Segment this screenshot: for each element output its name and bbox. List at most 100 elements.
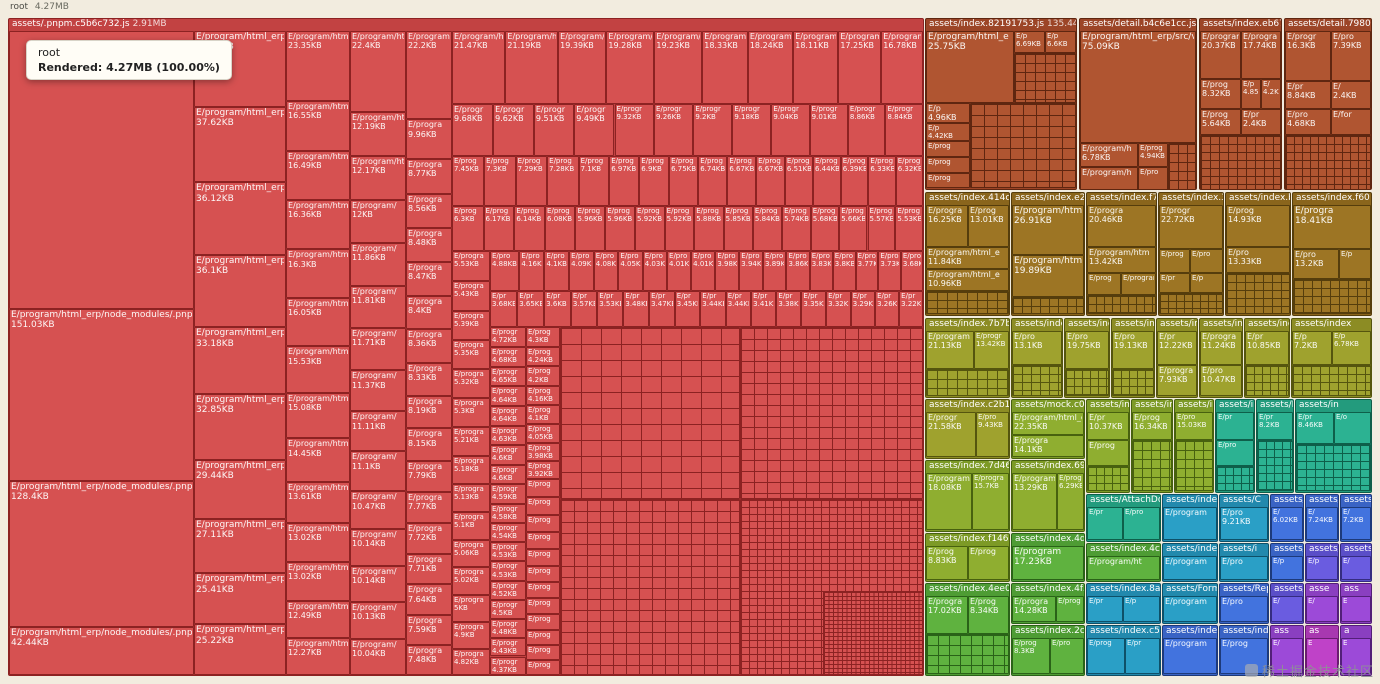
treemap-cell[interactable]: E/progr 9.01KB <box>809 104 848 156</box>
treemap-cell[interactable]: E/progra 8.4KB <box>406 295 452 330</box>
treemap-group[interactable]: assets/index E/p 7.2KB E/p 6.78KB <box>1291 318 1372 398</box>
treemap-cell[interactable]: E <box>1341 596 1371 622</box>
treemap-cells-dense[interactable] <box>1087 295 1156 314</box>
treemap-cell[interactable]: E/pr3.38KB <box>776 291 802 327</box>
treemap-group[interactable]: assets/index.f60 E/progra 18.41KB E/pro 13.2… <box>1292 192 1372 316</box>
treemap-cell[interactable]: E/prog 8.34KB <box>968 596 1009 634</box>
treemap-cell[interactable]: E/program/html_e 10.96KB <box>926 269 1009 291</box>
treemap-cell[interactable]: E/pr 10.85KB <box>1245 331 1289 365</box>
treemap-cell[interactable]: E/progr 4.64KB <box>490 386 526 407</box>
treemap-cell[interactable]: E/program/10.13KB <box>350 602 406 639</box>
treemap-cell[interactable]: E/program/html_erp/nod37.62KB <box>194 106 286 183</box>
treemap-cell[interactable]: E/p4.85KB <box>1241 79 1261 109</box>
treemap-cell[interactable]: E/program <box>1163 638 1217 674</box>
treemap-cell[interactable]: E/prog <box>1159 249 1190 273</box>
treemap-cell[interactable]: E/pro 19.13KB <box>1112 331 1154 369</box>
treemap-cell[interactable]: E/program/html_erp/src/vi 75.09KB <box>1080 31 1196 143</box>
treemap-cell[interactable]: E/program/html 16.3KB <box>286 249 350 299</box>
treemap-cell[interactable]: E/prog <box>926 173 970 188</box>
treemap-cell[interactable]: E/o <box>1334 412 1371 444</box>
treemap-cell[interactable]: E/program/h19.23KB <box>654 31 703 104</box>
treemap-cell[interactable]: E/pro 9.21KB <box>1220 507 1268 540</box>
treemap-cell[interactable]: E/prog <box>526 614 560 630</box>
treemap-cell[interactable]: E/progra 7.93KB <box>1157 365 1197 396</box>
treemap-cells-dense[interactable] <box>1014 53 1076 103</box>
treemap-cell[interactable]: E/pr <box>1216 412 1254 440</box>
treemap-cell[interactable]: E/pr3.44KB <box>700 291 726 327</box>
treemap-cell[interactable]: E/progr 4.6KB <box>490 445 526 465</box>
treemap-cell[interactable]: E/prog 5.92KB <box>635 206 665 251</box>
treemap-cell[interactable]: E/pro <box>1220 596 1268 622</box>
treemap-cell[interactable]: E/pro 13.1KB <box>1012 331 1062 365</box>
treemap-cell[interactable]: E/program <box>1121 273 1156 295</box>
treemap-cell[interactable]: E/prog <box>1056 596 1084 622</box>
treemap-cell[interactable]: E/progra 5.13KB <box>452 483 490 512</box>
treemap-cell[interactable]: E/prog 6.17KB <box>483 206 515 251</box>
treemap-cell[interactable]: E/prog 6.67KB <box>756 156 785 206</box>
treemap-cell[interactable]: E/program/html 15.08KB <box>286 393 350 439</box>
treemap-cell[interactable]: E/pr3.45KB <box>674 291 701 327</box>
treemap-cell[interactable]: E/pr3.47KB <box>649 291 675 327</box>
treemap-cells-dense[interactable] <box>1168 143 1196 189</box>
treemap-cells-dense[interactable] <box>1132 440 1172 491</box>
treemap-cell[interactable]: E/progr 9.68KB <box>452 104 494 156</box>
treemap-cell[interactable]: E/prog 5.96KB <box>605 206 636 251</box>
treemap-cell[interactable]: E/progra 5.1KB <box>452 511 490 540</box>
treemap-cell[interactable]: E/progr 4.72KB <box>490 327 526 347</box>
treemap-group[interactable]: assets/i E/pro <box>1219 543 1269 582</box>
treemap-cell[interactable]: E/pr3.35KB <box>801 291 827 327</box>
treemap-cell[interactable]: E/progra 8.48KB <box>406 228 452 263</box>
treemap-cell[interactable]: E/pro 13.33KB <box>1226 247 1290 273</box>
treemap-cell[interactable]: E/progra 8.33KB <box>406 362 452 396</box>
treemap-cell[interactable]: E/program/html 16.05KB <box>286 298 350 347</box>
treemap-cell[interactable]: E/prog 5.57KB <box>867 206 896 251</box>
treemap-cell[interactable]: E/prog 4.3KB <box>526 327 560 347</box>
treemap-cell[interactable]: E/prog 6.08KB <box>545 206 576 251</box>
treemap-cell[interactable]: E/program/h18.24KB <box>747 31 794 104</box>
treemap-cell[interactable]: E/program 17.23KB <box>1012 546 1084 580</box>
treemap-cell[interactable]: E/program/html_erp/nod36.12KB <box>194 182 286 255</box>
treemap-cell[interactable]: E/pro 9.43KB <box>976 412 1009 457</box>
treemap-cell[interactable]: E/prog 6.97KB <box>609 156 640 206</box>
treemap-cell[interactable]: E/prog 6.14KB <box>514 206 546 251</box>
treemap-cell[interactable]: E/progr 13.42KB <box>974 331 1009 369</box>
treemap-cell[interactable]: E/pro <box>1123 507 1160 540</box>
treemap-cell[interactable]: E/program/h 21.19KB <box>505 31 559 104</box>
treemap-cell[interactable]: E/program <box>1163 596 1217 622</box>
treemap-group[interactable]: assets/E/p <box>1270 543 1304 582</box>
treemap-cell[interactable]: E/prog 5.84KB <box>752 206 783 251</box>
treemap-cells-dense[interactable] <box>926 291 1009 314</box>
treemap-cells-dense[interactable] <box>1112 369 1154 396</box>
treemap-cell[interactable]: E/progra 15.7KB <box>972 473 1009 530</box>
treemap-cell[interactable]: E/prog 7.28KB <box>547 156 579 206</box>
treemap-cell[interactable]: E/program/ht 22.4KB <box>350 31 406 112</box>
treemap-cell[interactable]: E/prog 6.3KB <box>452 206 484 251</box>
treemap-cell[interactable]: E/p <box>1339 249 1371 279</box>
treemap-cell[interactable]: E/program/h19.39KB <box>558 31 607 104</box>
treemap-cell[interactable]: E/progra 7.79KB <box>406 460 452 492</box>
treemap-cell[interactable]: E/pr3.57KB <box>570 291 598 327</box>
treemap-cell[interactable]: E/program/html 13.02KB <box>286 522 350 562</box>
treemap-cell[interactable]: E/progra 8.15KB <box>406 428 452 461</box>
treemap-cell[interactable]: E/progr 4.52KB <box>490 580 526 600</box>
treemap-cell[interactable]: E/prog <box>1087 638 1125 674</box>
treemap-group[interactable]: assets/index.d E/program <box>1162 494 1218 542</box>
treemap-cell[interactable]: E/progr 4.5KB <box>490 599 526 619</box>
treemap-cell[interactable]: E/pro <box>1216 440 1254 466</box>
treemap-cell[interactable]: E/progr 9.32KB <box>614 104 655 156</box>
treemap-cell[interactable]: E/progr 9.62KB <box>493 104 534 156</box>
treemap-cell[interactable]: E/pro 13.2KB <box>1293 249 1339 279</box>
treemap-group[interactable]: as E <box>1305 625 1339 676</box>
treemap-cell[interactable]: E/7.24KB <box>1306 507 1338 540</box>
treemap-cell[interactable]: E/progra 8.36KB <box>406 329 452 363</box>
treemap-cells-dense[interactable] <box>1200 135 1281 189</box>
treemap-cell[interactable]: E/pro 3.8KB <box>832 251 856 291</box>
treemap-cell[interactable]: E/progra 17.74KB <box>1241 31 1281 79</box>
